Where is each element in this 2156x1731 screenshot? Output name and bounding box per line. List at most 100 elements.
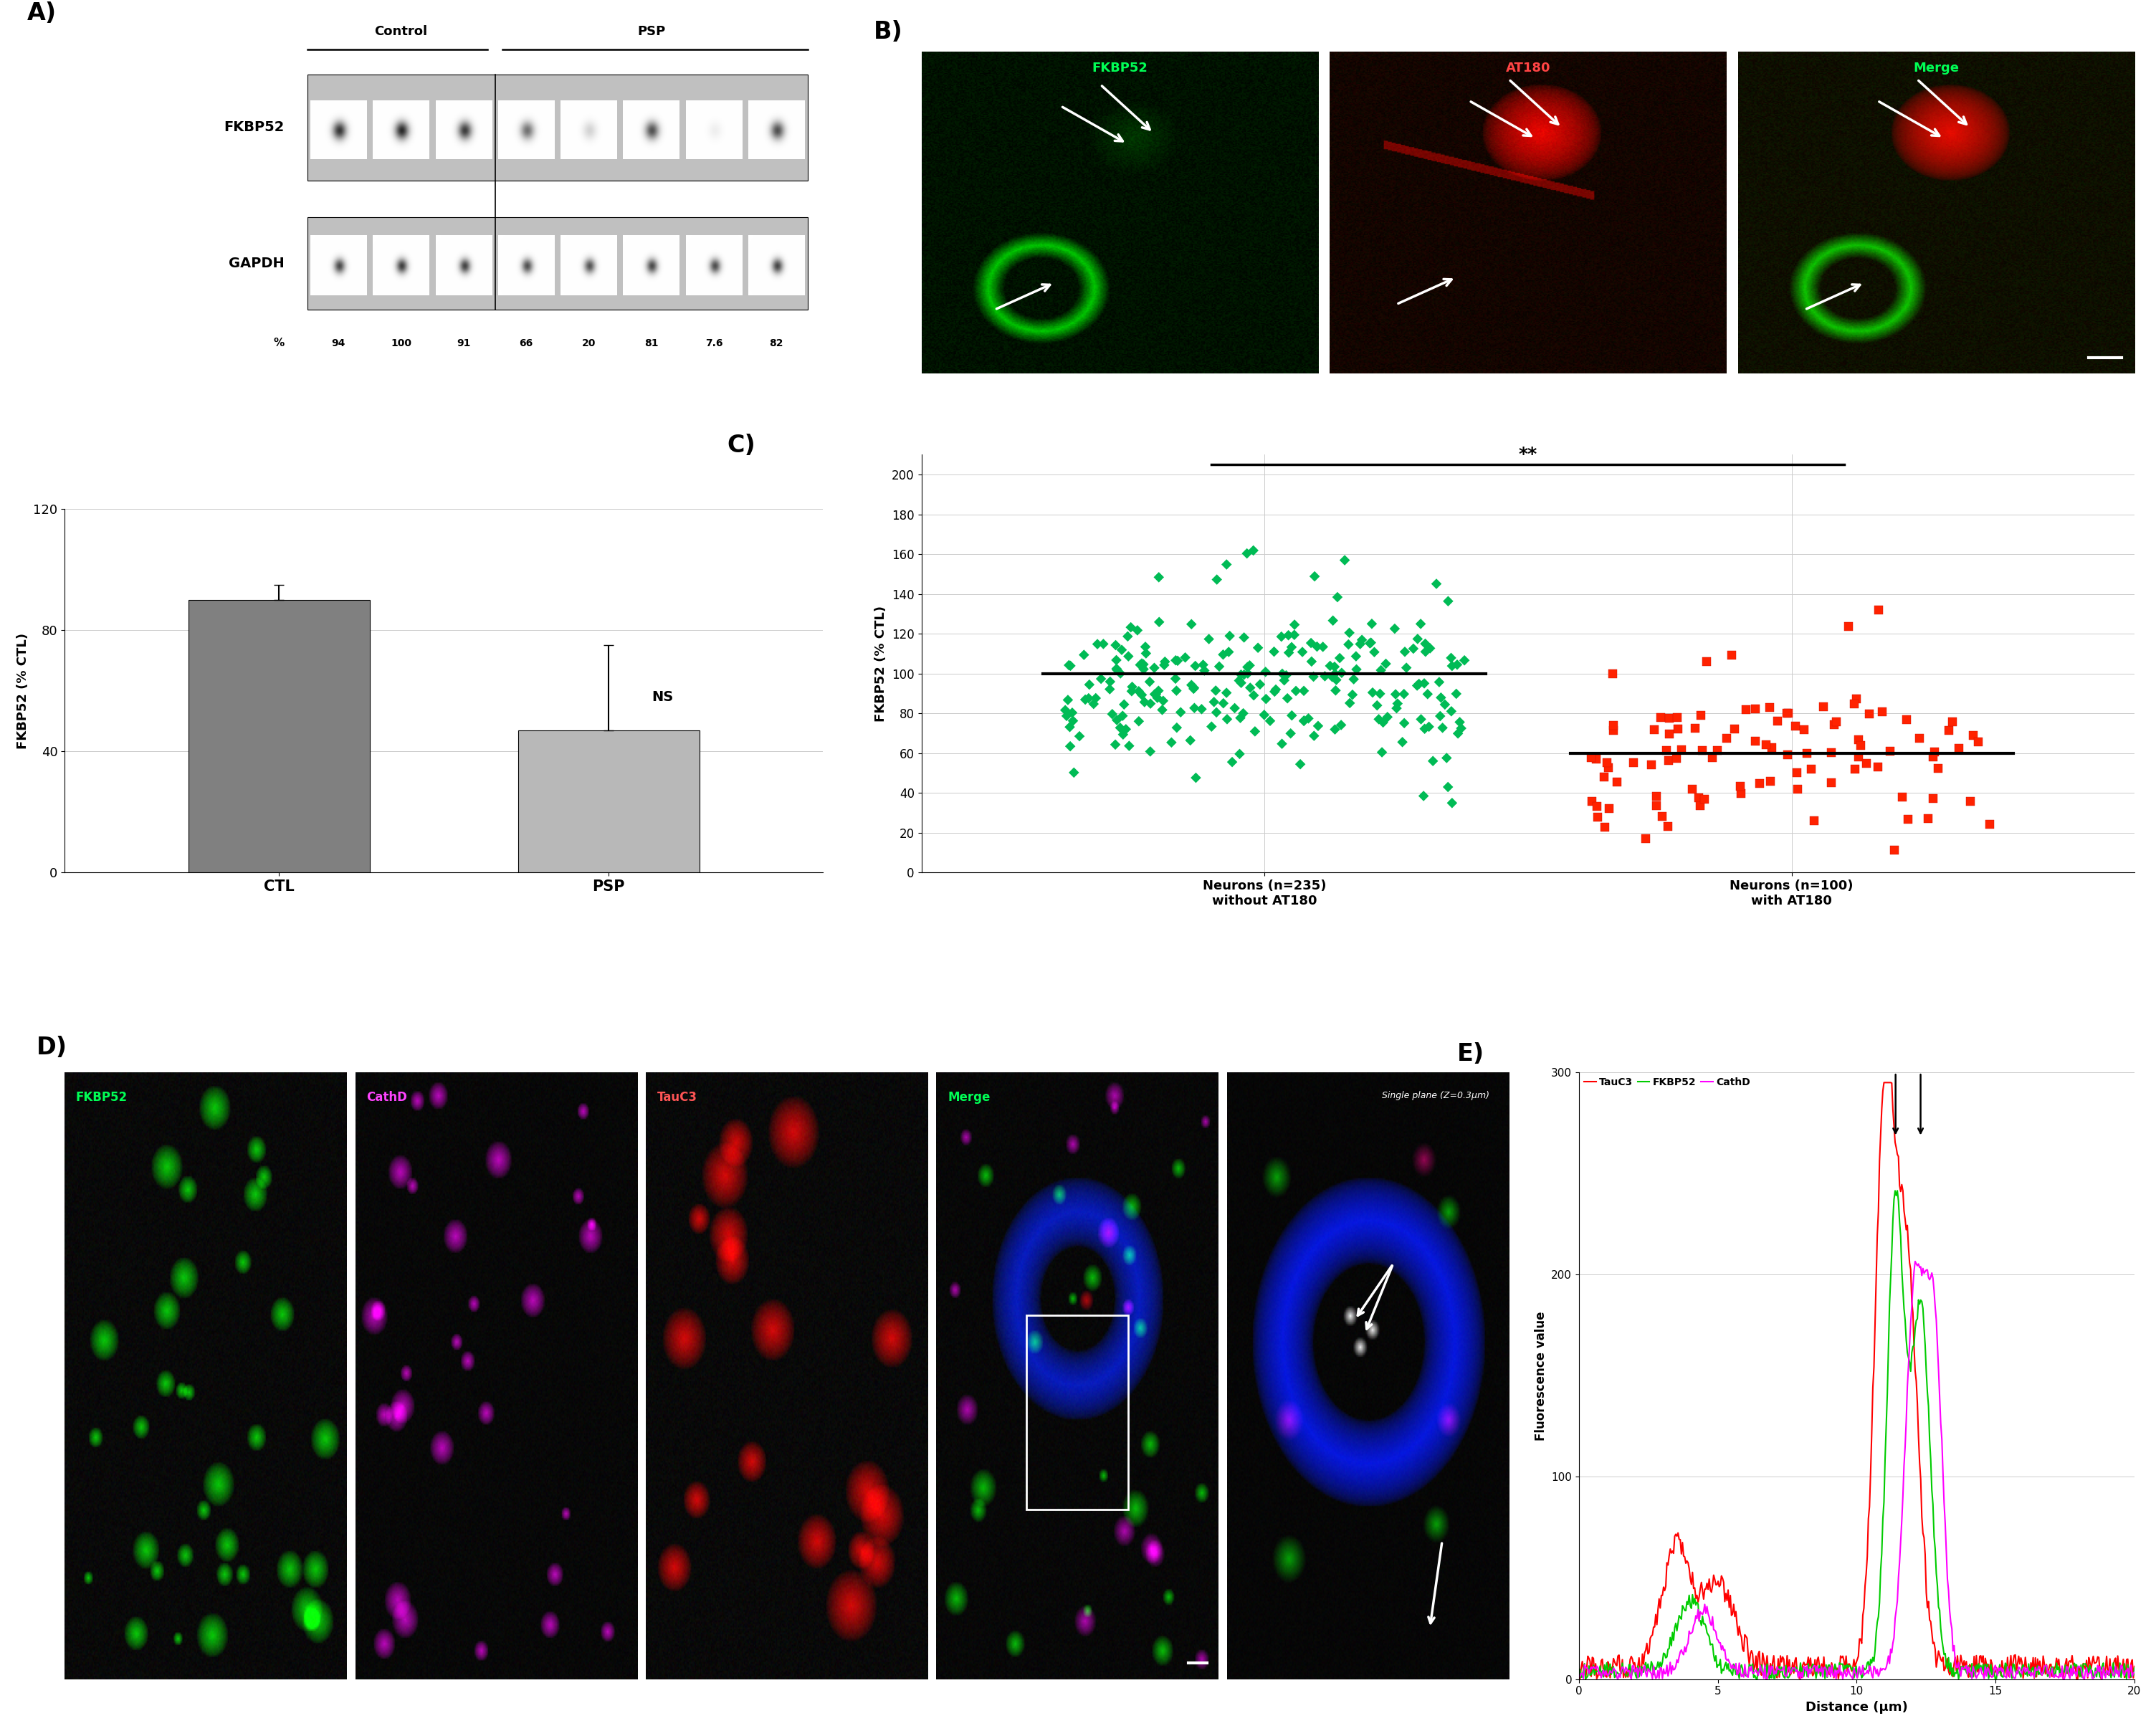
Point: [1651, 720, 1686, 748]
Point: [1354, 628, 1388, 656]
Point: [1138, 680, 1173, 708]
Text: A): A): [26, 2, 56, 26]
Point: [1138, 680, 1173, 708]
Bar: [308, 74, 808, 180]
Point: [1313, 653, 1348, 680]
FKBP52: [2111, 1660, 2137, 1681]
Point: [1440, 720, 1475, 748]
Line: FKBP52: FKBP52: [1578, 1191, 2134, 1679]
Point: [1686, 786, 1720, 814]
Point: [1617, 750, 1651, 777]
Point: [1268, 666, 1302, 694]
Line: CathD: CathD: [1578, 1262, 2134, 1679]
FKBP52: [1830, 1663, 1856, 1684]
Legend: TauC3, FKBP52, CathD: TauC3, FKBP52, CathD: [1585, 1077, 1751, 1087]
Point: [1072, 684, 1106, 711]
Point: [1639, 791, 1673, 819]
Point: [1595, 660, 1630, 687]
Point: [1104, 660, 1138, 687]
Text: C): C): [727, 434, 757, 457]
Point: [1423, 684, 1457, 711]
Text: Merge: Merge: [1912, 62, 1960, 74]
Point: [1813, 769, 1848, 796]
Point: [1729, 696, 1764, 724]
Point: [1242, 670, 1276, 698]
Point: [1690, 647, 1725, 675]
Point: [1287, 677, 1322, 705]
Point: [1110, 642, 1145, 670]
Point: [1173, 727, 1207, 755]
Point: [1145, 696, 1179, 724]
Point: [1115, 673, 1149, 701]
Point: [1830, 613, 1865, 640]
Point: [1595, 711, 1630, 739]
Point: [1399, 672, 1434, 699]
Point: [1447, 646, 1481, 673]
Text: FKBP52: FKBP52: [75, 1091, 127, 1104]
Point: [1589, 750, 1623, 777]
Point: [1322, 644, 1356, 672]
Point: [1227, 623, 1261, 651]
Point: [1199, 566, 1233, 594]
Point: [1177, 653, 1212, 680]
Point: [1445, 431, 1479, 459]
Point: [1837, 755, 1871, 782]
Point: [1128, 634, 1162, 661]
Point: [1266, 730, 1300, 758]
Point: [1276, 611, 1311, 639]
Point: [1634, 751, 1669, 779]
Point: [1837, 691, 1871, 718]
Point: [1371, 703, 1406, 730]
Point: [1169, 644, 1203, 672]
Point: [1235, 537, 1270, 564]
Point: [1843, 732, 1878, 760]
Point: [1339, 642, 1373, 670]
Point: [1317, 677, 1352, 705]
Point: [1574, 788, 1608, 815]
Point: [1315, 663, 1350, 691]
Point: [1434, 644, 1468, 672]
Point: [1643, 703, 1677, 730]
Bar: [308, 216, 808, 310]
Point: [1343, 630, 1378, 658]
Point: [1257, 679, 1291, 706]
Point: [1427, 691, 1462, 718]
Point: [1770, 741, 1805, 769]
Point: [1106, 703, 1141, 730]
Point: [1093, 675, 1128, 703]
Point: [1188, 656, 1222, 684]
Point: [1723, 772, 1757, 800]
Point: [1684, 793, 1718, 820]
Point: [1266, 660, 1300, 687]
Point: [1917, 743, 1951, 770]
Point: [1936, 708, 1971, 736]
Point: [1943, 734, 1977, 762]
Point: [1324, 711, 1358, 739]
Point: [1227, 699, 1261, 727]
TauC3: [1833, 1646, 1858, 1667]
Point: [1360, 692, 1395, 720]
Point: [1639, 782, 1673, 810]
Point: [1084, 665, 1119, 692]
Point: [1753, 694, 1787, 722]
Point: [1363, 680, 1397, 708]
Point: [1072, 672, 1106, 699]
Point: [1141, 563, 1175, 590]
Point: [1861, 595, 1895, 623]
Point: [1272, 621, 1307, 649]
Point: [1300, 634, 1335, 661]
Point: [1147, 651, 1181, 679]
Point: [1425, 713, 1460, 741]
Point: [1257, 637, 1291, 665]
Point: [1315, 606, 1350, 634]
Point: [1121, 677, 1156, 705]
Point: [1738, 696, 1772, 724]
Point: [1818, 710, 1852, 737]
Point: [1580, 793, 1615, 820]
Point: [1080, 630, 1115, 658]
Point: [1841, 725, 1876, 753]
Point: [1177, 673, 1212, 701]
TauC3: [1565, 1663, 1591, 1684]
Point: [1276, 621, 1311, 649]
Point: [1317, 653, 1352, 680]
